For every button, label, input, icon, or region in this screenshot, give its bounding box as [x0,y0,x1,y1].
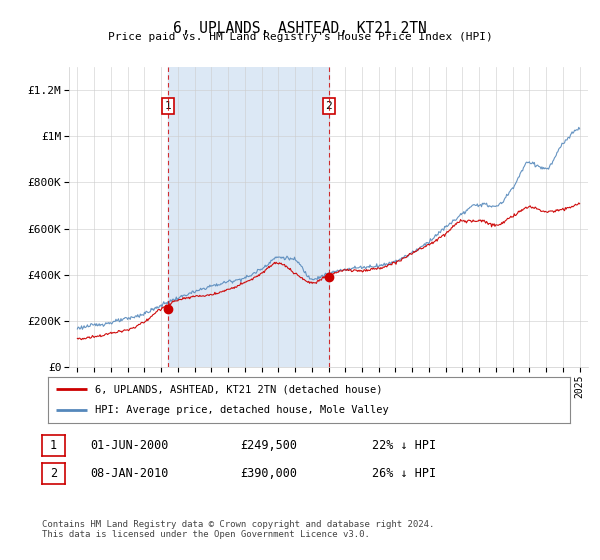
Text: 6, UPLANDS, ASHTEAD, KT21 2TN (detached house): 6, UPLANDS, ASHTEAD, KT21 2TN (detached … [95,384,382,394]
Text: 22% ↓ HPI: 22% ↓ HPI [372,439,436,452]
Bar [168,67,329,367]
Text: 1: 1 [50,439,57,452]
Text: 2: 2 [325,101,332,111]
Text: £249,500: £249,500 [240,439,297,452]
Text: 2: 2 [50,467,57,480]
Text: 1: 1 [165,101,172,111]
Text: HPI: Average price, detached house, Mole Valley: HPI: Average price, detached house, Mole… [95,405,389,416]
Text: £390,000: £390,000 [240,467,297,480]
Text: 6, UPLANDS, ASHTEAD, KT21 2TN: 6, UPLANDS, ASHTEAD, KT21 2TN [173,21,427,36]
Text: Price paid vs. HM Land Registry's House Price Index (HPI): Price paid vs. HM Land Registry's House … [107,32,493,43]
Text: 26% ↓ HPI: 26% ↓ HPI [372,467,436,480]
Text: 08-JAN-2010: 08-JAN-2010 [90,467,169,480]
Text: 01-JUN-2000: 01-JUN-2000 [90,439,169,452]
Text: Contains HM Land Registry data © Crown copyright and database right 2024.
This d: Contains HM Land Registry data © Crown c… [42,520,434,539]
